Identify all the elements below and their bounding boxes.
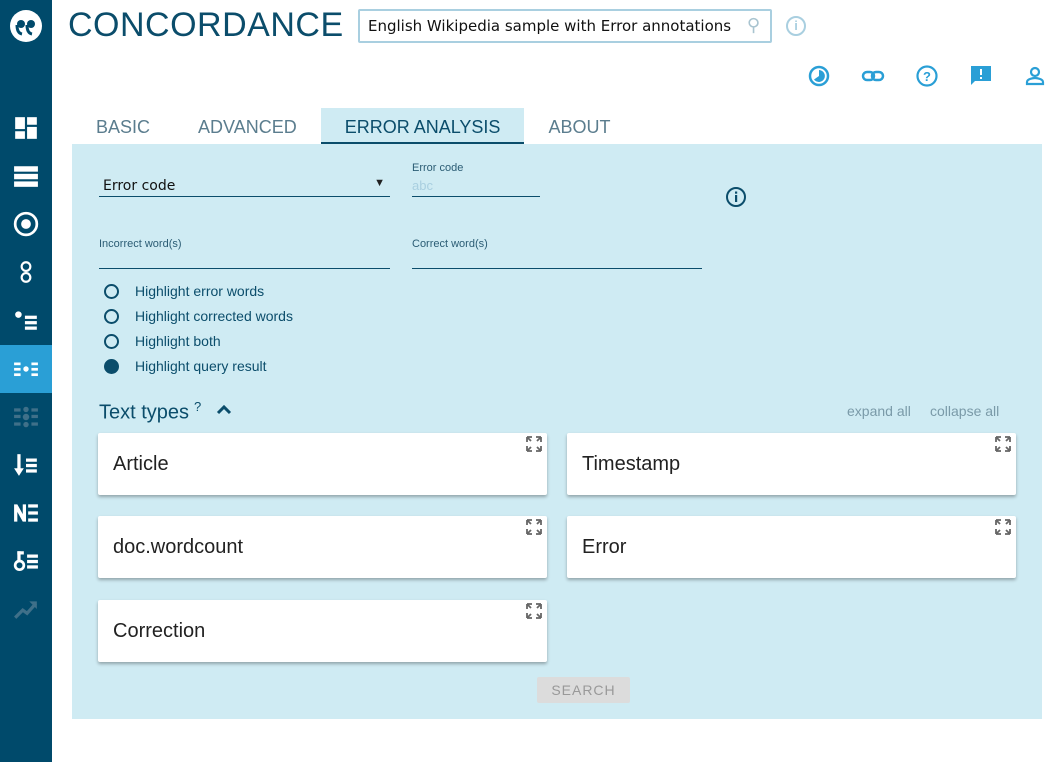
incorrect-words-input[interactable]	[99, 248, 390, 269]
expand-icon[interactable]	[525, 602, 543, 620]
radio-label: Highlight query result	[135, 358, 267, 374]
expand-icon[interactable]	[994, 435, 1012, 453]
error-code-label: Error code	[412, 162, 464, 174]
text-type-card-wordcount[interactable]: doc.wordcount	[98, 516, 547, 578]
tab-error-analysis[interactable]: ERROR ANALYSIS	[320, 108, 525, 144]
card-title: Correction	[113, 620, 206, 642]
sidebar-target[interactable]	[0, 200, 52, 248]
tab-basic[interactable]: BASIC	[96, 117, 151, 137]
user-icon[interactable]	[1023, 64, 1047, 88]
dashboard-icon	[15, 117, 37, 139]
attribute-select[interactable]: Error code ▼	[99, 174, 390, 197]
expand-icon[interactable]	[525, 435, 543, 453]
dot-list-icon	[15, 311, 37, 330]
radio-label: Highlight error words	[135, 283, 265, 299]
radio-highlight-both[interactable]: Highlight both	[104, 333, 221, 349]
error-code-input[interactable]: abc	[412, 176, 540, 197]
search-button[interactable]: SEARCH	[537, 677, 630, 703]
correct-words-input[interactable]	[412, 248, 702, 269]
card-title: Article	[113, 453, 169, 475]
tab-bar: BASIC ADVANCED ERROR ANALYSIS ABOUT	[72, 108, 634, 144]
radio-highlight-query[interactable]: Highlight query result	[104, 358, 267, 374]
radio-circle[interactable]	[104, 308, 119, 324]
sidebar	[0, 0, 52, 762]
collapse-all-link[interactable]: collapse all	[930, 403, 1000, 419]
two-circles-icon	[20, 261, 32, 283]
incorrect-words-label: Incorrect word(s)	[99, 238, 182, 250]
text-types-title: Text types	[99, 401, 190, 424]
corpus-search-input[interactable]: English Wikipedia sample with Error anno…	[358, 9, 772, 43]
expand-icon[interactable]	[525, 518, 543, 536]
key-list-icon	[13, 551, 38, 572]
text-type-card-article[interactable]: Article	[98, 433, 547, 495]
radio-highlight-error[interactable]: Highlight error words	[104, 283, 264, 299]
card-title: doc.wordcount	[113, 536, 244, 558]
sidebar-trend	[0, 585, 52, 633]
attribute-select-value: Error code	[103, 178, 176, 194]
sort-down-list-icon	[14, 454, 37, 476]
radio-circle[interactable]	[104, 333, 119, 349]
trend-icon	[14, 601, 37, 619]
radio-circle[interactable]	[104, 283, 119, 299]
app-title: CONCORDANCE	[68, 6, 344, 44]
corpus-info-icon[interactable]: i	[786, 16, 806, 36]
text-types-heading: Text types?	[99, 399, 201, 425]
card-title: Timestamp	[582, 453, 681, 475]
history-icon[interactable]	[807, 64, 831, 88]
tab-advanced[interactable]: ADVANCED	[198, 117, 297, 137]
sidebar-collocations[interactable]	[0, 248, 52, 296]
expand-all-link[interactable]: expand all	[847, 403, 911, 419]
text-type-card-error[interactable]: Error	[567, 516, 1016, 578]
target-icon	[13, 211, 39, 237]
logo-quote-icon[interactable]	[8, 8, 44, 44]
sidebar-dot-grid-disabled	[0, 393, 52, 441]
radio-label: Highlight both	[135, 333, 221, 349]
expand-icon[interactable]	[994, 518, 1012, 536]
card-title: Error	[582, 536, 627, 558]
chevron-up-icon[interactable]	[215, 401, 233, 419]
corpus-name: English Wikipedia sample with Error anno…	[368, 17, 732, 35]
text-types-help[interactable]: ?	[194, 399, 202, 414]
radio-label: Highlight corrected words	[135, 308, 293, 324]
dot-grid-disabled-icon	[14, 406, 38, 428]
link-icon[interactable]	[861, 64, 885, 88]
correct-words-label: Correct word(s)	[412, 238, 488, 250]
sidebar-error-analysis[interactable]	[0, 345, 52, 393]
info-icon[interactable]	[725, 186, 747, 208]
tab-about[interactable]: ABOUT	[548, 117, 611, 137]
server-list-icon	[14, 166, 38, 187]
svg-text:?: ?	[923, 69, 931, 84]
sidebar-keywords[interactable]	[0, 537, 52, 585]
dropdown-arrow-icon: ▼	[374, 177, 385, 189]
text-type-card-timestamp[interactable]: Timestamp	[567, 433, 1016, 495]
text-type-card-correction[interactable]: Correction	[98, 600, 547, 662]
sidebar-servers[interactable]	[0, 152, 52, 200]
radio-highlight-corrected[interactable]: Highlight corrected words	[104, 308, 293, 324]
sidebar-ne[interactable]	[0, 489, 52, 537]
sidebar-sort[interactable]	[0, 441, 52, 489]
ne-list-icon	[14, 504, 38, 522]
dot-grid-icon	[14, 362, 38, 377]
sidebar-dashboard[interactable]	[0, 104, 52, 152]
help-icon[interactable]: ?	[915, 64, 939, 88]
error-analysis-panel: Error code ▼ Error code abc Incorrect wo…	[72, 144, 1042, 719]
search-icon[interactable]: ⚲	[746, 15, 760, 36]
sidebar-dot-list[interactable]	[0, 296, 52, 344]
feedback-icon[interactable]	[969, 64, 993, 88]
radio-circle-checked[interactable]	[104, 358, 119, 374]
